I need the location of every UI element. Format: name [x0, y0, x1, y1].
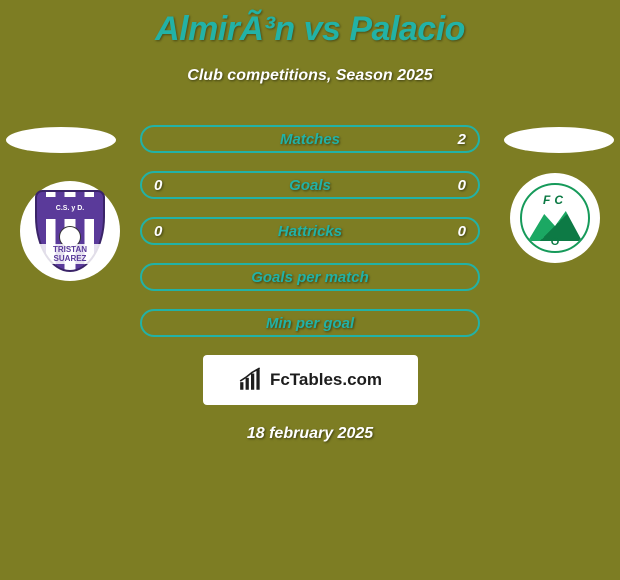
- left-ellipse-decoration: [6, 127, 116, 153]
- brand-attribution: FcTables.com: [203, 355, 418, 405]
- stat-row-hattricks: 0 Hattricks 0: [140, 217, 480, 245]
- stat-row-matches: Matches 2: [140, 125, 480, 153]
- stat-right-value: 0: [446, 177, 466, 194]
- stat-label: Goals per match: [251, 269, 369, 286]
- right-ellipse-decoration: [504, 127, 614, 153]
- left-team-ribbon: C.S. y D.: [41, 197, 99, 219]
- left-team-shield: C.S. y D. TRISTAN SUAREZ: [35, 190, 105, 272]
- stat-row-goals: 0 Goals 0: [140, 171, 480, 199]
- bar-chart-icon: [238, 367, 264, 393]
- stat-label: Goals: [289, 177, 331, 194]
- right-team-letters: FC: [522, 193, 588, 207]
- page-subtitle: Club competitions, Season 2025: [0, 67, 620, 85]
- left-team-name: TRISTAN SUAREZ: [37, 244, 103, 264]
- stat-label: Hattricks: [278, 223, 342, 240]
- left-team-badge: C.S. y D. TRISTAN SUAREZ: [20, 181, 120, 281]
- stats-rows: Matches 2 0 Goals 0 0 Hattricks 0 Goals …: [140, 125, 480, 337]
- page-title: AlmirÃ³n vs Palacio: [0, 0, 620, 49]
- stat-left-value: 0: [154, 177, 174, 194]
- stat-right-value: 2: [446, 131, 466, 148]
- right-team-bottom-letter: O: [522, 236, 588, 248]
- right-team-badge: FC O: [510, 173, 600, 263]
- comparison-panel: C.S. y D. TRISTAN SUAREZ FC O Matches 2 …: [0, 125, 620, 443]
- brand-text: FcTables.com: [270, 370, 382, 390]
- right-team-shield: FC O: [520, 183, 590, 253]
- stat-right-value: 0: [446, 223, 466, 240]
- stat-row-min-per-goal: Min per goal: [140, 309, 480, 337]
- comparison-date: 18 february 2025: [0, 425, 620, 443]
- stat-row-goals-per-match: Goals per match: [140, 263, 480, 291]
- stat-label: Min per goal: [266, 315, 354, 332]
- stat-label: Matches: [280, 131, 340, 148]
- stat-left-value: 0: [154, 223, 174, 240]
